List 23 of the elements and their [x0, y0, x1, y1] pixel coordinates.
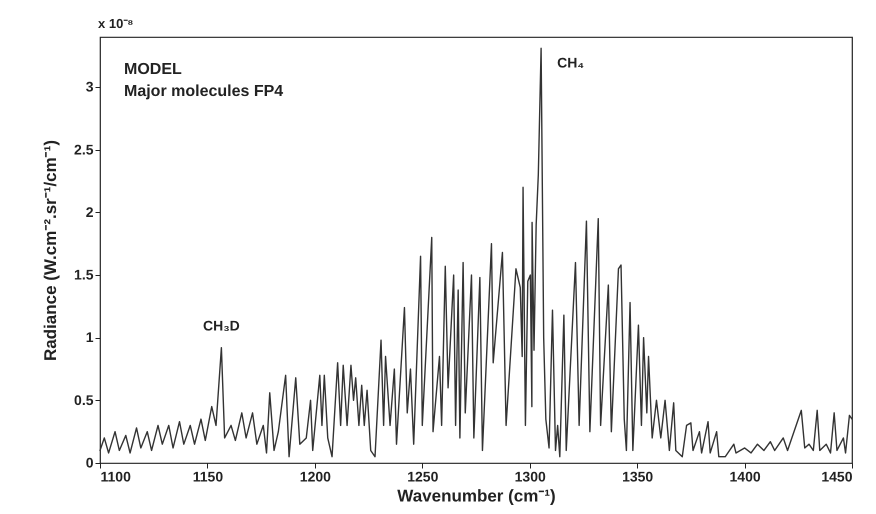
- y-axis-title: Radiance (W.cm⁻².sr⁻¹/cm⁻¹): [41, 140, 60, 362]
- y-tick-label: 1.5: [74, 266, 94, 283]
- x-tick-label: 1450: [821, 468, 853, 484]
- x-tick-label: 1300: [514, 468, 546, 484]
- text: x 10⁻⁸: [98, 16, 134, 31]
- x-tick-label: 1350: [622, 468, 654, 484]
- y-tick-label: 0: [86, 454, 94, 470]
- annotation: CH₄: [557, 54, 584, 70]
- y-tick-label: 1: [86, 329, 94, 346]
- x-tick-label: 1250: [407, 468, 439, 484]
- annotation: Major molecules FP4: [124, 83, 284, 100]
- x-tick-label: 1200: [300, 468, 332, 484]
- x-tick-label: 1400: [729, 468, 761, 484]
- x-tick-label: 1150: [192, 468, 224, 484]
- x-tick-label: 1100: [100, 468, 132, 484]
- y-tick-label: 2.5: [74, 141, 94, 158]
- x-axis-title: Wavenumber (cm⁻¹): [397, 486, 556, 506]
- y-tick-label: 0.5: [74, 392, 94, 408]
- y-tick-label: 2: [86, 204, 94, 220]
- annotation: CH₃D: [202, 318, 240, 334]
- annotation: MODEL: [124, 61, 182, 78]
- line-series: [99, 48, 853, 458]
- y-tick-label: 3: [86, 78, 94, 95]
